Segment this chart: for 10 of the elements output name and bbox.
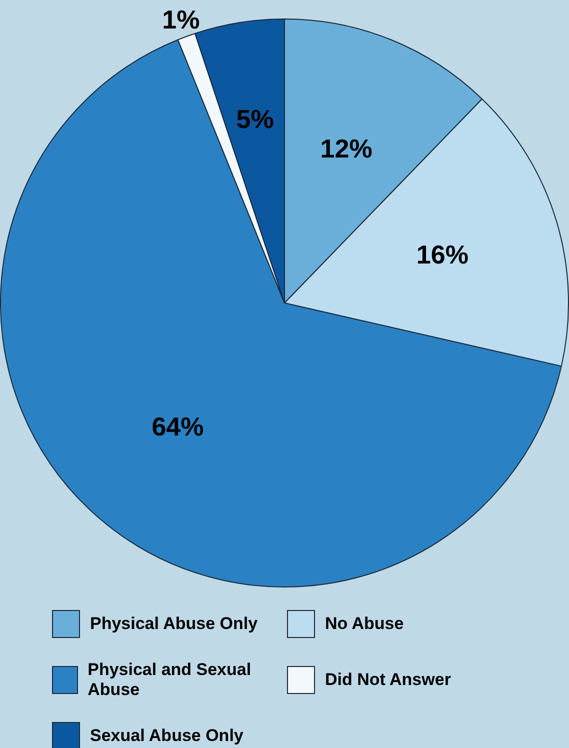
legend-label: Did Not Answer (325, 670, 451, 690)
data-label: 16% (416, 239, 468, 270)
data-label: 12% (320, 133, 372, 164)
legend-label: Sexual Abuse Only (90, 726, 244, 746)
legend-label: Physical Abuse Only (90, 614, 258, 634)
legend-label: No Abuse (325, 614, 404, 634)
data-label: 5% (236, 104, 274, 134)
data-label: 1% (162, 4, 200, 35)
data-label: 64% (152, 412, 204, 442)
legend-label: Physical and Sexual Abuse (88, 660, 252, 700)
